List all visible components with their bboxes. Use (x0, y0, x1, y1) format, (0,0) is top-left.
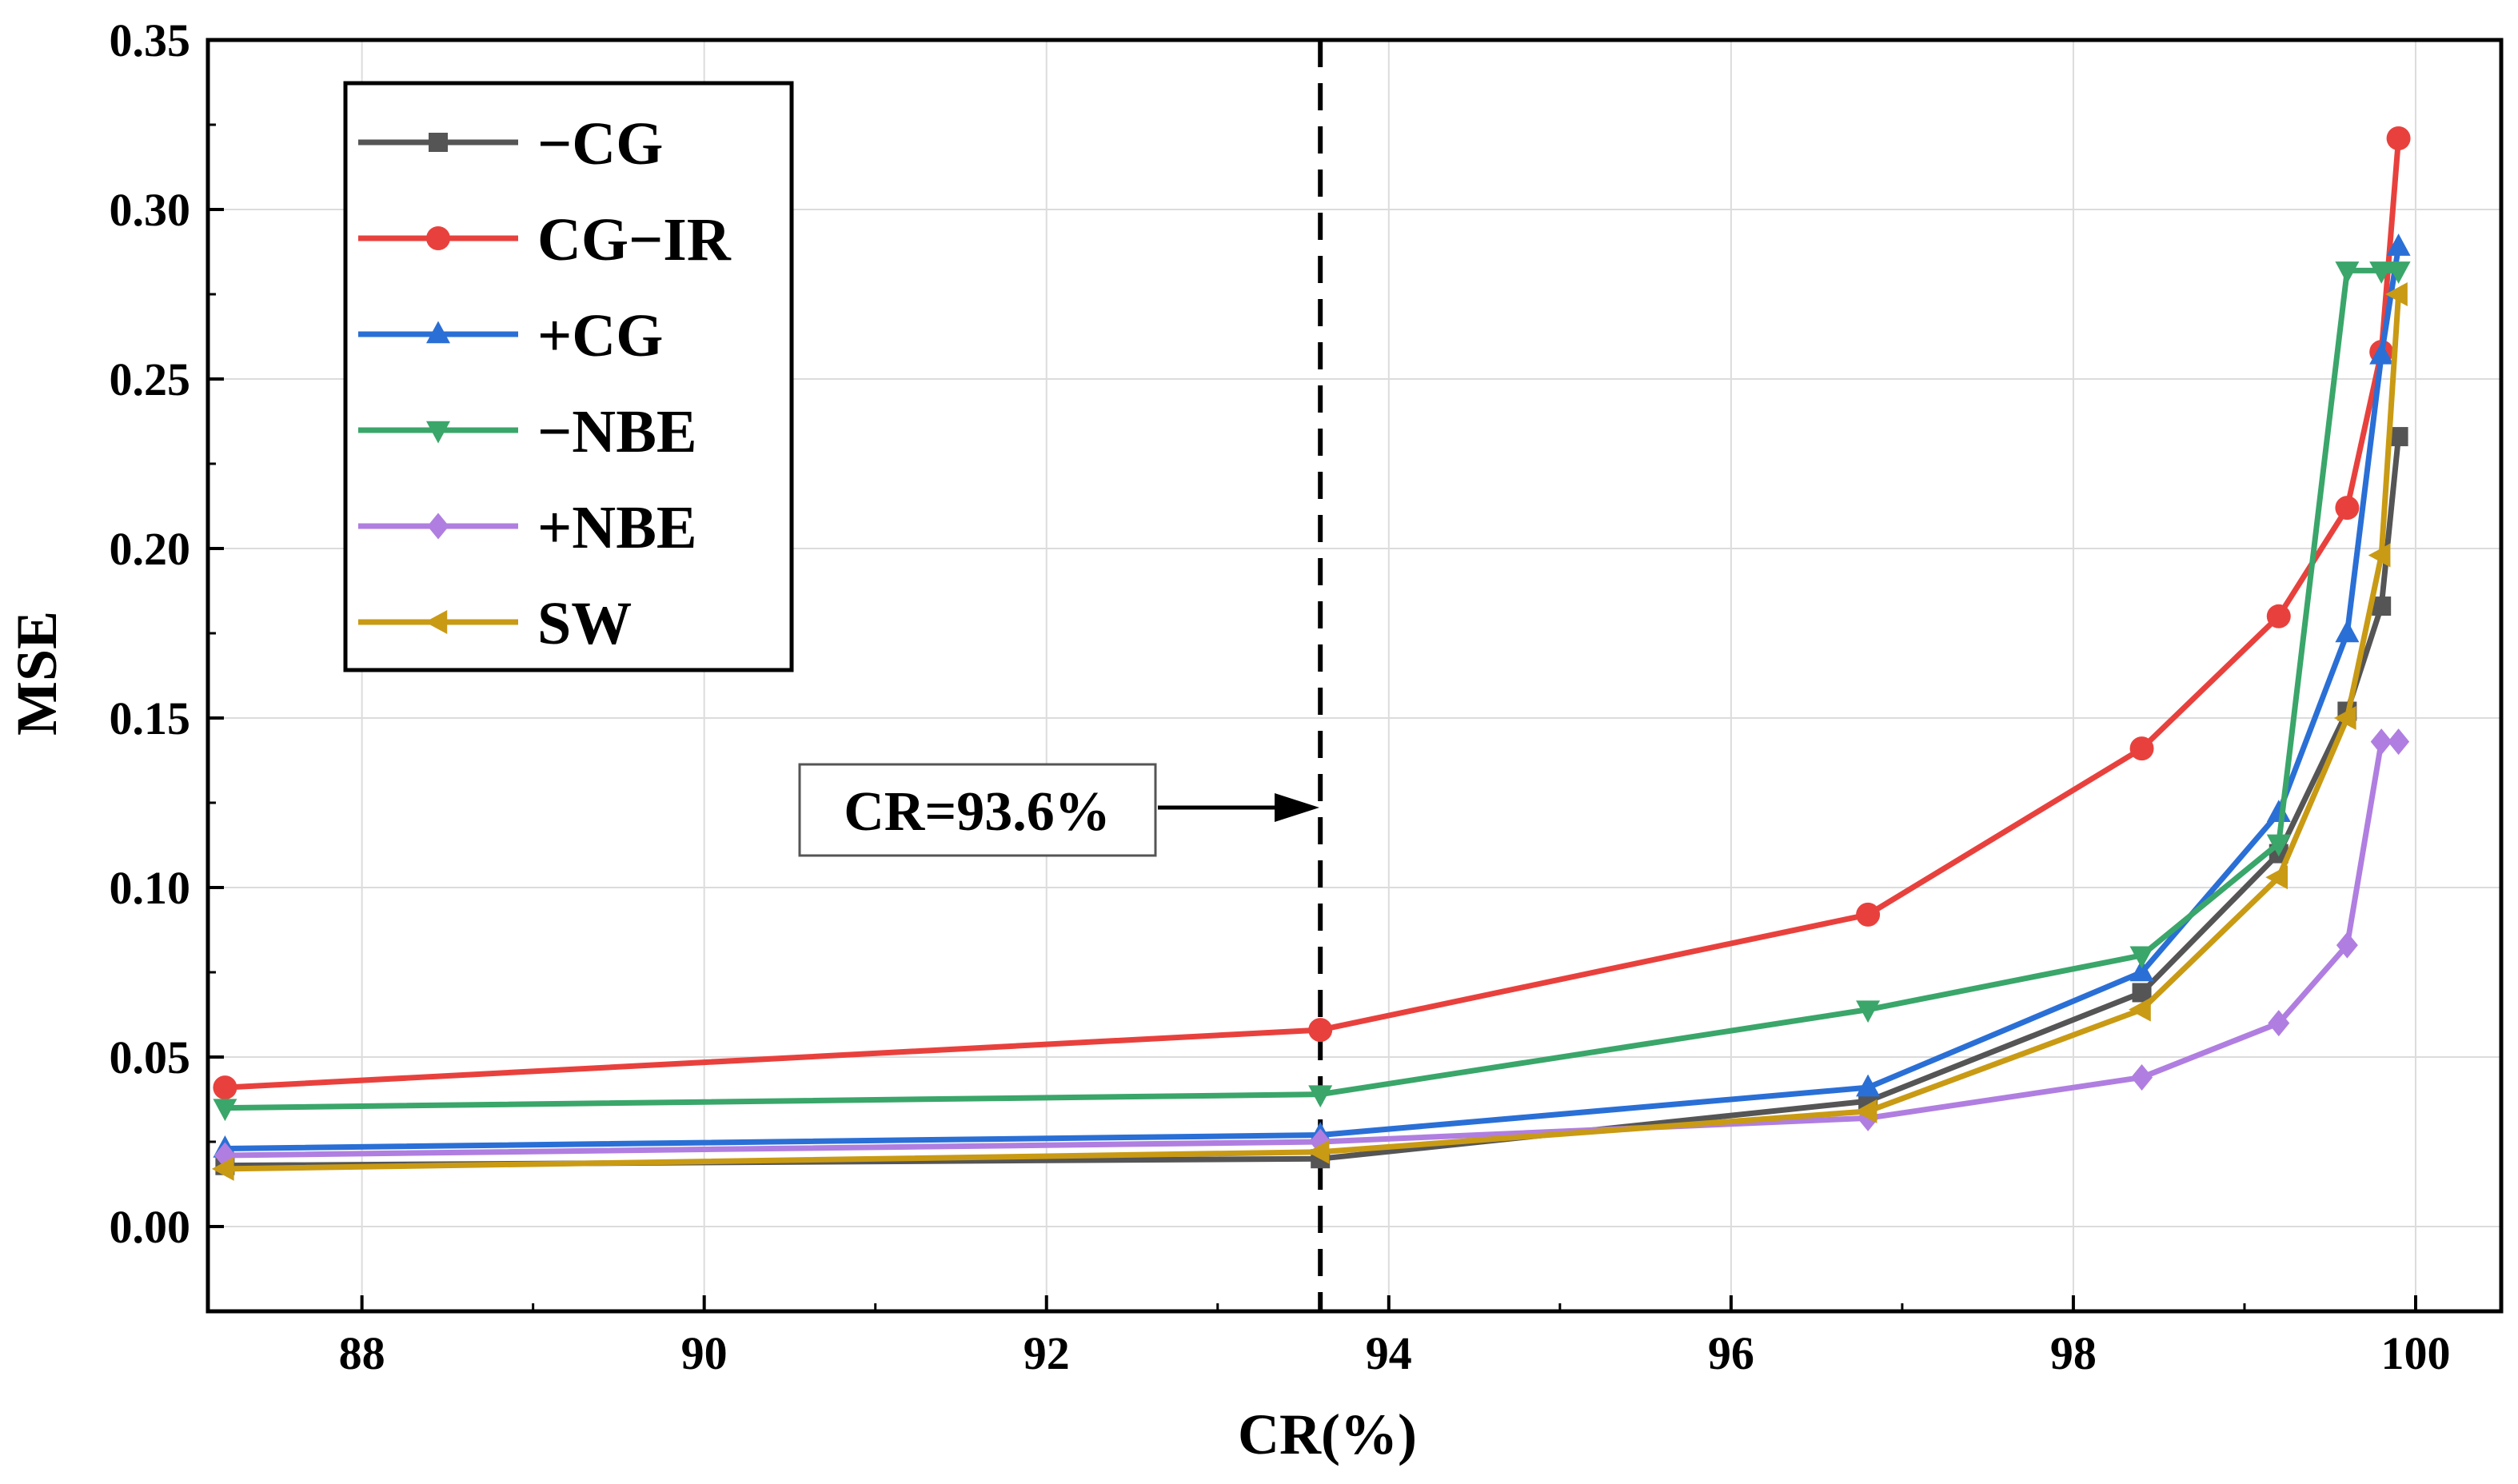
data-point (1856, 1000, 1881, 1023)
data-point (1854, 1099, 1878, 1123)
y-axis-title: MSE (5, 611, 69, 736)
data-point (2386, 126, 2411, 150)
series-5 (211, 282, 2408, 1181)
legend-marker (426, 421, 450, 444)
legend-label: SW (537, 590, 632, 657)
legend-label: +NBE (537, 494, 697, 561)
data-point (213, 1099, 237, 1122)
annotation: CR=93.6% (798, 763, 1319, 857)
legend-marker (427, 513, 449, 540)
y-tick-label: 0.15 (110, 692, 191, 744)
data-point (2386, 233, 2411, 256)
legend-item: −NBE (358, 398, 697, 465)
x-tick-label: 100 (2380, 1327, 2450, 1379)
data-point (1308, 1018, 1333, 1043)
legend-marker (426, 321, 450, 344)
data-point (2268, 1010, 2290, 1037)
data-point (1308, 1085, 1333, 1108)
series-line (225, 293, 2402, 1172)
data-point (2333, 706, 2356, 730)
series-line (225, 246, 2402, 1151)
data-point (2372, 596, 2392, 616)
data-point (2131, 1063, 2153, 1091)
series-group (211, 126, 2411, 1181)
data-point (2335, 261, 2360, 284)
legend-item: SW (358, 590, 632, 657)
data-point (2370, 728, 2392, 756)
x-tick-label: 94 (1366, 1327, 1412, 1379)
data-point (2335, 620, 2360, 643)
y-tick-label: 0.35 (110, 14, 191, 66)
series-line (225, 436, 2402, 1169)
data-point (2388, 728, 2410, 756)
series-3 (213, 261, 2411, 1122)
y-tick-label: 0.20 (110, 523, 191, 575)
data-point (2129, 997, 2151, 1022)
series-line (225, 739, 2399, 1159)
data-point (1856, 902, 1881, 927)
data-point (211, 1156, 234, 1181)
legend-label: CG−IR (537, 206, 732, 273)
y-tick-label: 0.10 (110, 862, 191, 914)
data-point (2386, 261, 2411, 284)
data-point (2266, 834, 2291, 857)
plot-frame (206, 38, 2504, 1314)
data-point (2369, 341, 2394, 365)
legend-item: +NBE (358, 494, 697, 561)
legend: −CG CG−IR +CG −NBE +NBE SW (343, 81, 794, 672)
series-1 (213, 126, 2411, 1100)
x-tick-label: 92 (1024, 1327, 1070, 1379)
annotation-label: CR=93.6% (844, 781, 1111, 843)
annotation-arrowhead (1275, 793, 1319, 822)
legend-label: +CG (537, 302, 663, 369)
y-tick-label: 0.05 (110, 1031, 191, 1083)
legend-item: −CG (358, 110, 663, 178)
data-point (2368, 543, 2391, 568)
x-tick-label: 90 (681, 1327, 728, 1379)
data-point (2129, 946, 2154, 969)
legend-label: −CG (537, 110, 663, 178)
x-tick-label: 98 (2050, 1327, 2097, 1379)
data-point (2266, 604, 2291, 628)
legend-item: CG−IR (358, 206, 732, 273)
data-point (1856, 1074, 1881, 1097)
data-point (213, 1075, 237, 1100)
x-tick-label: 96 (1708, 1327, 1754, 1379)
x-axis-title: CR(%) (1238, 1402, 1417, 1466)
legend-label: −NBE (537, 398, 697, 465)
data-point (2336, 931, 2358, 959)
series-4 (213, 728, 2410, 1169)
data-point (2129, 736, 2154, 761)
legend-marker (425, 610, 448, 634)
data-point (2369, 261, 2394, 284)
legend-marker (426, 226, 450, 250)
data-point (2129, 959, 2154, 982)
axis-ticks: 88 90 92 94 96 98 100 0.00 0.05 0.10 0.15 0.20 0.25 0… (110, 14, 2451, 1379)
data-point (2335, 496, 2360, 521)
annotation-box (798, 763, 1157, 857)
legend-marker (429, 133, 448, 152)
x-tick-label: 88 (339, 1327, 385, 1379)
y-tick-label: 0.30 (110, 184, 191, 236)
data-point (1307, 1139, 1330, 1164)
data-point (2385, 282, 2408, 306)
data-point (2265, 865, 2289, 890)
legend-item: +CG (358, 302, 663, 369)
series-line (225, 138, 2402, 1091)
legend-box (343, 81, 794, 672)
y-tick-label: 0.00 (110, 1201, 191, 1253)
y-tick-label: 0.25 (110, 353, 191, 405)
